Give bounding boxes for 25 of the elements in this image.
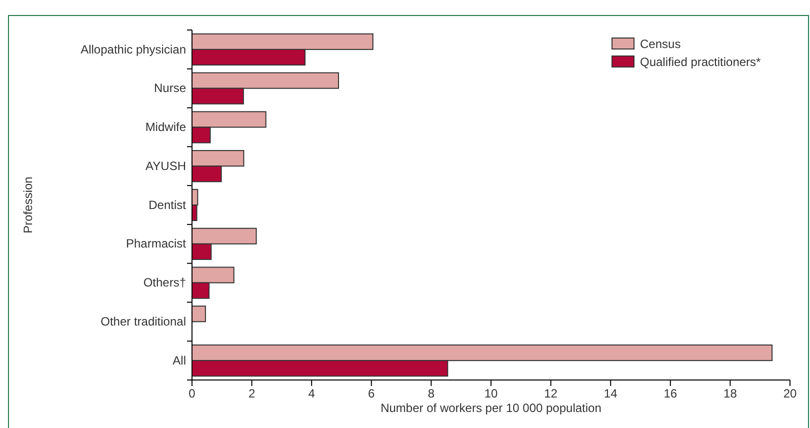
x-tick-label: 6 xyxy=(368,386,376,401)
x-tick-label: 4 xyxy=(308,386,316,401)
x-tick-label: 8 xyxy=(428,386,435,401)
x-tick-label: 18 xyxy=(724,386,738,401)
y-tick-label: Nurse xyxy=(154,81,186,96)
y-tick-label: Others† xyxy=(143,276,186,290)
legend-label: Census xyxy=(640,37,681,51)
y-tick-label: Other traditional xyxy=(100,314,186,329)
x-axis-title: Number of workers per 10 000 population xyxy=(380,401,602,415)
x-tick-label: 14 xyxy=(604,386,618,401)
y-tick-label: All xyxy=(172,353,186,368)
y-tick-label: AYUSH xyxy=(146,158,186,173)
x-tick-label: 20 xyxy=(783,386,797,401)
y-tick-label: Midwife xyxy=(145,120,186,134)
legend-label: Qualified practitioners* xyxy=(640,55,762,69)
y-tick-label: Allopathic physician xyxy=(80,42,186,56)
y-tick-label: Dentist xyxy=(148,198,187,212)
x-tick-label: 12 xyxy=(544,386,558,401)
x-tick-label: 16 xyxy=(664,386,678,401)
x-tick-label: 2 xyxy=(248,386,256,401)
y-tick-label: Pharmacist xyxy=(126,236,187,251)
bar xyxy=(192,306,206,322)
x-tick-label: 10 xyxy=(484,386,498,401)
y-axis-title: Profession xyxy=(21,176,35,234)
x-tick-label: 0 xyxy=(188,386,196,401)
